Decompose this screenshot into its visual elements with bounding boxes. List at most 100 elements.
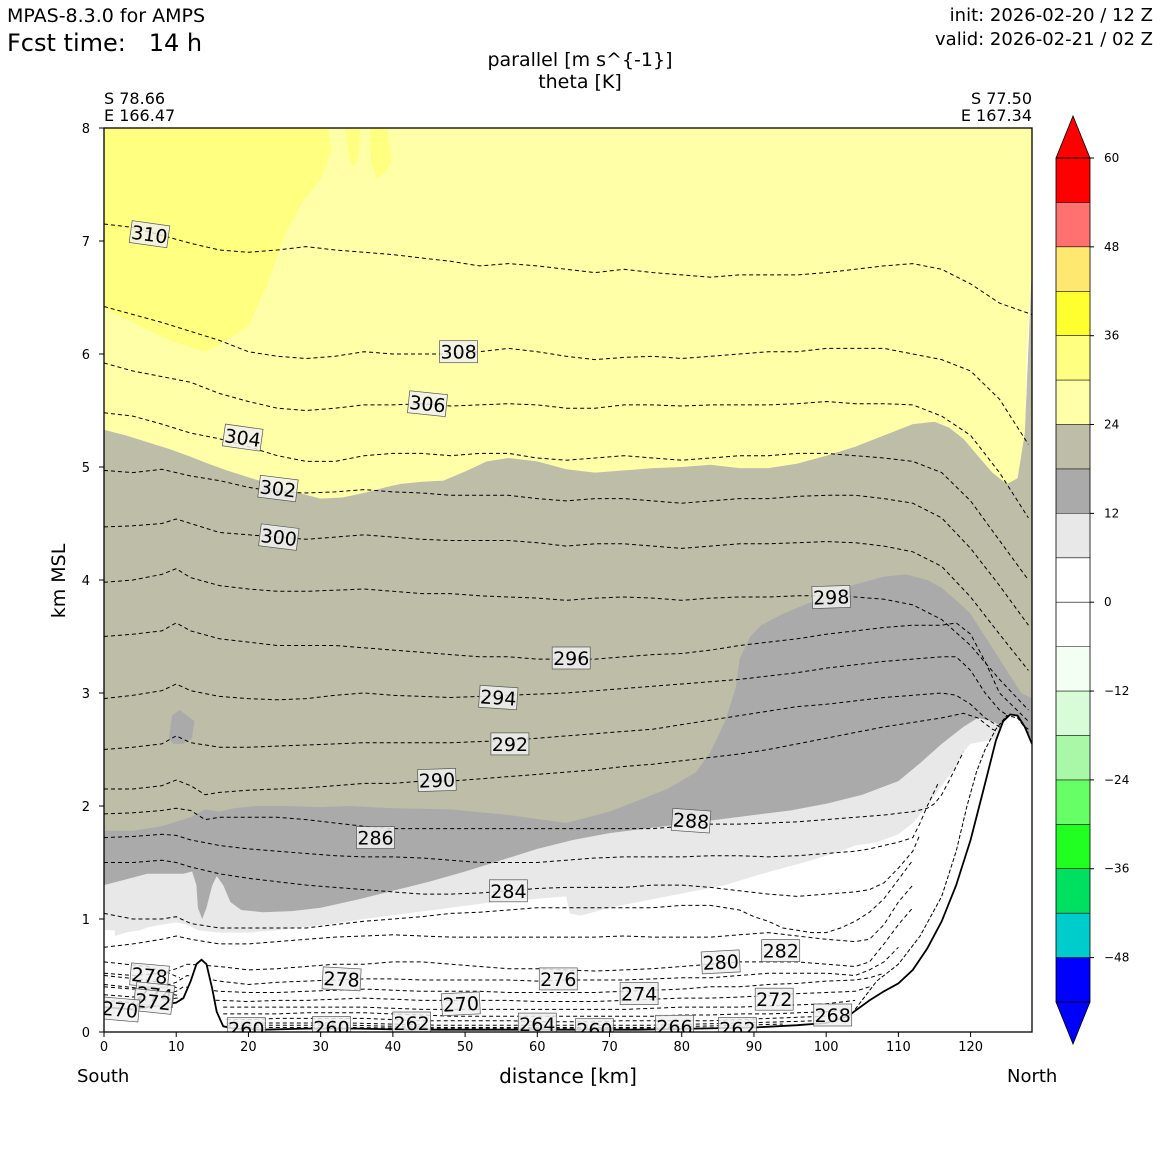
valid-time: valid: 2026-02-21 / 02 Z: [935, 29, 1153, 50]
isentrope-274: [104, 972, 885, 998]
wind-speed-fill-layer: [104, 128, 1032, 1032]
speed-region-0: [104, 128, 1032, 499]
contour-label-270: 270: [440, 991, 481, 1017]
colorbar-tick-label: −48: [1104, 951, 1129, 965]
contour-label-text: 302: [259, 476, 298, 502]
x-tick-label: 0: [100, 1040, 108, 1055]
colorbar-bin-17: [1056, 202, 1090, 247]
contour-label-text: 286: [357, 828, 393, 850]
contour-label-text: 268: [815, 1005, 851, 1027]
isentrope-292: [104, 692, 1029, 750]
y-tick-label: 1: [82, 913, 90, 928]
y-tick-label: 3: [82, 687, 90, 702]
colorbar-tick-label: 48: [1104, 240, 1119, 254]
colorbar-bin-8: [1056, 602, 1090, 647]
y-tick-label: 8: [82, 122, 90, 137]
colorbar-bin-1: [1056, 913, 1090, 958]
contour-label-276: 276: [538, 967, 578, 991]
contour-label-310: 310: [128, 220, 171, 249]
contour-label-302: 302: [257, 474, 299, 503]
isentrope-278: [104, 907, 914, 977]
x-tick-label: 10: [168, 1040, 185, 1055]
contour-label-text: 308: [440, 342, 476, 364]
contour-label-306: 306: [407, 390, 448, 418]
isentrope-282: [104, 859, 914, 934]
contour-label-264: 264: [517, 1012, 557, 1032]
y-tick-label: 4: [82, 574, 90, 589]
x-tick-label: 40: [385, 1040, 402, 1055]
model-title: MPAS-8.3.0 for AMPS: [7, 5, 206, 27]
contour-label-text: 298: [813, 586, 850, 609]
right-end-lat: S 77.50: [970, 89, 1032, 108]
contour-label-text: 306: [408, 392, 446, 418]
terrain-layer: [104, 713, 1032, 1032]
colorbar-tick-label: 24: [1104, 418, 1119, 432]
axis-ticks: 0 10 20 30 40 50 60 70 80 90 100 110 120 0 1 2 3 4 5 6 7 8: [82, 122, 983, 1055]
isentrope-298: [104, 568, 1029, 711]
contour-label-260: 260: [312, 1016, 351, 1040]
contour-label-text: 294: [479, 686, 517, 710]
contour-label-268: 268: [813, 1003, 853, 1027]
speed-region-2: [345, 128, 361, 168]
isentrope-268: [223, 1008, 848, 1017]
colorbar-bin-11: [1056, 468, 1090, 514]
contour-label-text: 272: [134, 990, 172, 1016]
contour-label-286: 286: [356, 826, 395, 850]
forecast-time-label: Fcst time: 14 h: [7, 29, 202, 57]
south-label: South: [77, 1066, 130, 1087]
contour-label-284: 284: [489, 879, 528, 903]
contour-label-304: 304: [221, 423, 264, 452]
isentrope-layer: [104, 223, 1032, 1030]
contour-label-282: 282: [761, 939, 801, 963]
contour-label-300: 300: [258, 523, 300, 551]
contour-label-272: 272: [754, 987, 794, 1011]
left-end-lon: E 166.47: [104, 106, 176, 125]
isentrope-306: [104, 362, 1029, 519]
x-tick-label: 50: [457, 1040, 474, 1055]
isentrope-270: [223, 999, 856, 1010]
fcst-value: 14 h: [148, 29, 203, 57]
contour-label-text: 260: [228, 1019, 264, 1041]
x-tick-label: 30: [312, 1040, 329, 1055]
isentrope-308: [104, 306, 1029, 445]
contour-label-text: 282: [763, 941, 799, 963]
contour-label-text: 300: [259, 525, 298, 551]
contour-label-layer: 310 308 306 304 302 300 298 296 294 292 290 288 286 2…: [104, 220, 853, 1042]
x-tick-label: 100: [814, 1040, 839, 1055]
isentrope-284: [104, 834, 921, 897]
x-tick-label: 110: [886, 1040, 911, 1055]
x-tick-label: 120: [958, 1040, 983, 1055]
x-tick-label: 20: [240, 1040, 257, 1055]
x-axis-label: distance [km]: [499, 1064, 637, 1088]
contour-label-278: 278: [321, 966, 362, 992]
contour-label-text: 260: [313, 1018, 349, 1040]
colorbar-over-arrow: [1055, 114, 1091, 159]
contour-label-274: 274: [619, 982, 659, 1006]
contour-label-text: 262: [393, 1013, 429, 1035]
contour-label-text: 260: [576, 1020, 612, 1042]
contour-label-296: 296: [551, 646, 591, 670]
y-tick-label: 5: [82, 461, 90, 476]
isentrope-310: [104, 223, 1032, 315]
colorbar-tick-label: 12: [1104, 506, 1119, 520]
x-tick-label: 80: [673, 1040, 690, 1055]
y-tick-label: 6: [82, 348, 90, 363]
isentrope-276: [104, 946, 899, 990]
contour-label-text: 290: [418, 769, 455, 792]
colorbar-bin-4: [1056, 779, 1090, 825]
contour-label-292: 292: [490, 732, 530, 756]
colorbar-tick-label: −24: [1104, 773, 1129, 787]
contour-label-text: 288: [672, 809, 710, 833]
colorbar-bin-6: [1056, 691, 1090, 736]
colorbar-tick-label: −12: [1104, 684, 1129, 698]
contour-label-266: 266: [655, 1014, 694, 1038]
contour-label-text: 266: [656, 1016, 692, 1038]
contour-label-text: 284: [490, 881, 526, 903]
colorbar-frame: [1055, 157, 1091, 1003]
isentrope-300: [104, 518, 1029, 671]
contour-label-text: 280: [702, 951, 739, 975]
colorbar-bin-18: [1056, 158, 1090, 203]
terrain-upper-outline: [854, 715, 1029, 1010]
colorbar-under-arrow: [1055, 1001, 1091, 1046]
